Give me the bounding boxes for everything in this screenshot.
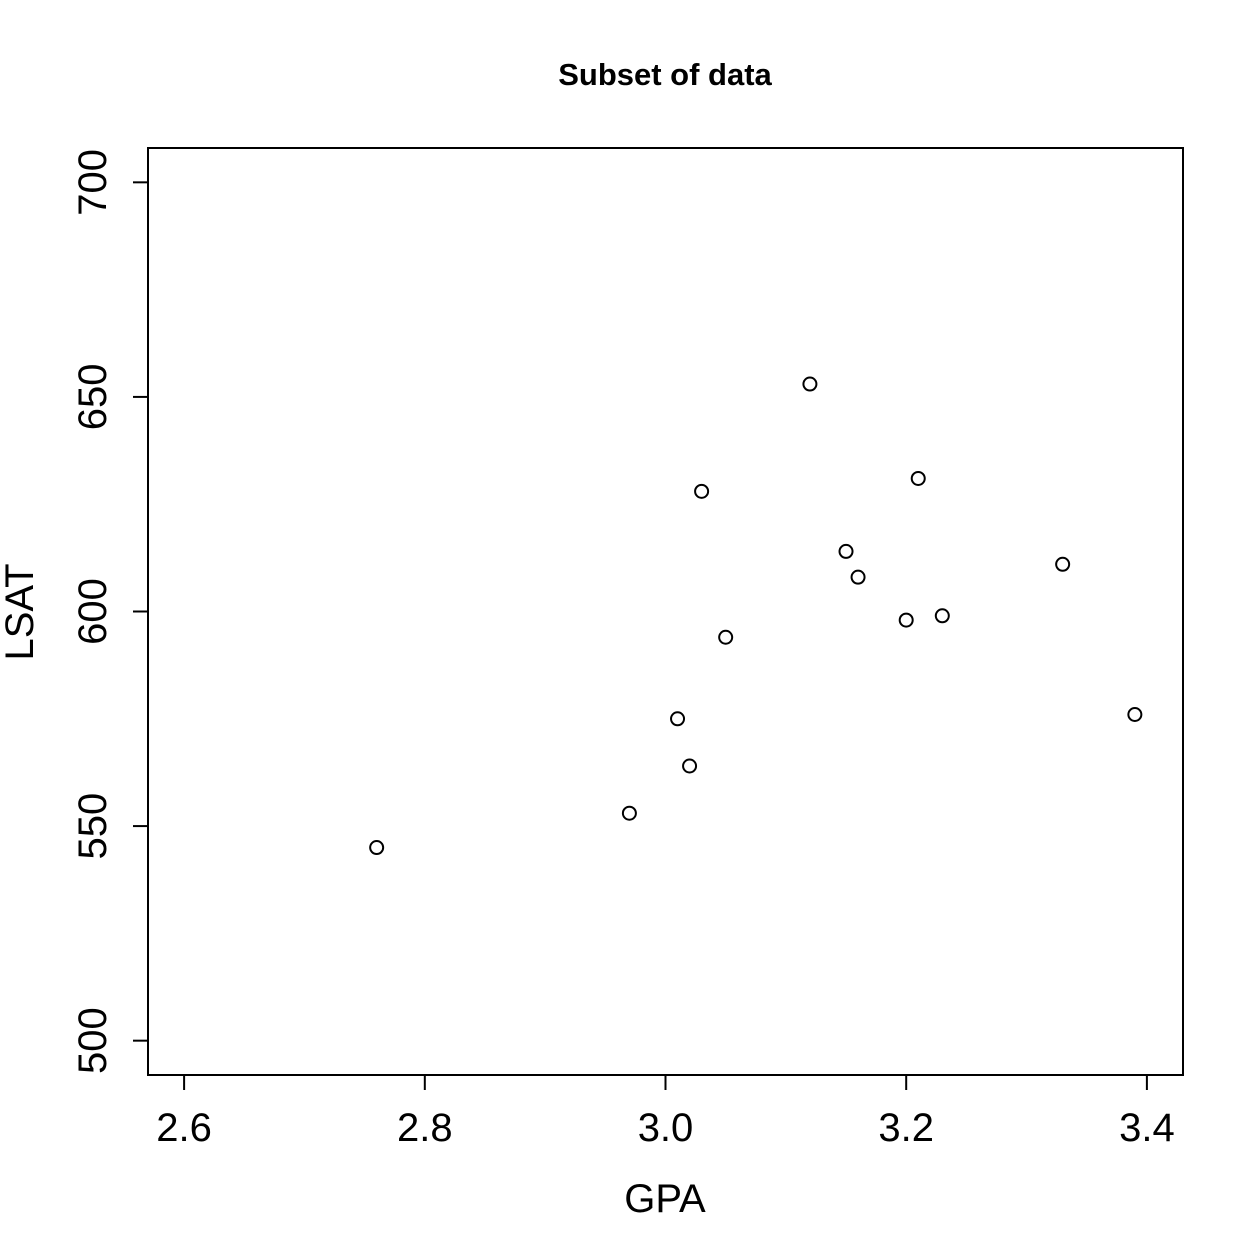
data-point [682, 758, 698, 774]
data-point [621, 805, 637, 821]
data-points [369, 376, 1143, 856]
data-point [369, 840, 385, 856]
x-tick-label: 3.0 [638, 1106, 694, 1150]
plot-area-frame [147, 147, 1184, 1076]
y-tick-label: 600 [71, 578, 115, 645]
x-tick-label: 2.6 [156, 1106, 212, 1150]
x-tick-label: 3.2 [878, 1106, 934, 1150]
y-tick-label: 550 [71, 793, 115, 860]
x-tick-label: 3.4 [1119, 1106, 1175, 1150]
x-tick-label: 2.8 [397, 1106, 453, 1150]
data-point [910, 470, 926, 486]
y-tick-label: 500 [71, 1007, 115, 1074]
chart-title: Subset of data [558, 57, 772, 92]
data-point [1055, 556, 1071, 572]
data-point [934, 608, 950, 624]
data-point [1127, 707, 1143, 722]
x-axis-label: GPA [624, 1177, 706, 1221]
data-point [670, 711, 686, 727]
data-point [718, 629, 734, 645]
y-tick-label: 700 [71, 149, 115, 216]
y-axis: 500 550 600 650 700 [71, 149, 149, 1074]
x-axis: 2.6 2.8 3.0 3.2 3.4 [156, 1074, 1175, 1150]
data-point [694, 483, 710, 499]
y-axis-label: LSAT [0, 563, 42, 660]
y-tick-label: 650 [71, 364, 115, 431]
data-point [898, 612, 914, 628]
data-point [802, 376, 818, 392]
data-point [838, 543, 854, 559]
data-point [850, 569, 866, 585]
